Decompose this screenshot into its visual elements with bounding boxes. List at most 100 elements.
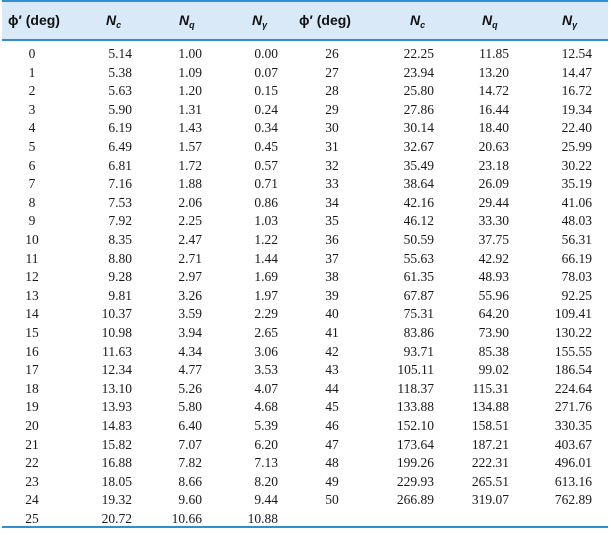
- right-nc-cell: 32.67: [403, 139, 434, 154]
- left-nc-cell: 13.93: [101, 399, 132, 415]
- right-ngamma-cell: 186.54: [554, 362, 592, 378]
- left-nc-cell: 19.32: [101, 492, 132, 508]
- right-nq-cell: 33.30: [478, 213, 509, 229]
- left-nc-cell: 7.53: [108, 194, 132, 210]
- right-phi-cell: 31: [325, 139, 339, 154]
- left-nc-cell: 14.83: [101, 418, 132, 433]
- table-row: 23 18.05 8.66 8.20 49 229.93 265.51 613.16: [2, 473, 608, 492]
- left-nc-cell: 5.38: [108, 64, 132, 80]
- table-row: 21 15.82 7.07 6.20 47 173.64 187.21 403.67: [2, 436, 608, 455]
- left-nq-cell: 1.88: [178, 176, 202, 192]
- right-nc-cell: 67.87: [403, 287, 434, 303]
- right-phi-cell: 38: [325, 269, 339, 285]
- left-ngamma-cell: 0.71: [254, 176, 278, 192]
- right-nc-cell: 266.89: [396, 492, 434, 508]
- table-row: 18 13.10 5.26 4.07 44 118.37 115.31 224.64: [2, 380, 608, 399]
- left-nq-cell: 3.94: [178, 325, 202, 340]
- left-nq-cell: 2.47: [178, 232, 202, 247]
- right-nc-cell: 50.59: [403, 232, 434, 247]
- left-nq-cell: 1.09: [178, 64, 202, 80]
- right-phi-cell: 40: [325, 306, 339, 322]
- left-nc-cell: 11.63: [102, 343, 132, 359]
- right-nq-cell: 158.51: [471, 418, 509, 433]
- table-body: 0 5.14 1.00 0.00 26 22.25 11.85 12.54 1 5.38 1.09 0…: [2, 41, 608, 527]
- right-nq-cell: 13.20: [478, 64, 509, 80]
- left-nq-cell: 4.77: [178, 362, 202, 378]
- left-nq-cell: 5.26: [178, 380, 202, 396]
- left-phi-cell: 7: [28, 176, 36, 192]
- right-phi-cell: 26: [325, 46, 339, 61]
- left-ngamma-cell: 0.15: [254, 83, 278, 99]
- right-nq-cell: 134.88: [471, 399, 509, 415]
- header-phi-right: ϕ′ (deg): [299, 12, 351, 28]
- table-row: 10 8.35 2.47 1.22 36 50.59 37.75 56.31: [2, 231, 608, 250]
- left-nq-cell: 1.72: [178, 157, 202, 173]
- right-nc-cell: 42.16: [403, 194, 434, 210]
- right-nc-cell: 173.64: [396, 436, 434, 452]
- right-phi-cell: 36: [325, 232, 339, 247]
- left-ngamma-cell: 1.22: [254, 232, 278, 247]
- left-ngamma-cell: 0.45: [254, 139, 278, 154]
- left-phi-cell: 17: [25, 362, 39, 378]
- left-nq-cell: 9.60: [178, 492, 202, 508]
- left-nq-cell: 1.00: [178, 46, 202, 61]
- left-nc-cell: 5.63: [108, 83, 132, 99]
- right-ngamma-cell: 496.01: [554, 455, 592, 471]
- left-nq-cell: 7.82: [178, 455, 202, 471]
- right-phi-cell: 30: [325, 120, 339, 136]
- left-phi-cell: 10: [25, 232, 39, 247]
- right-nq-cell: 29.44: [478, 194, 509, 210]
- left-phi-cell: 16: [25, 343, 39, 359]
- table-row: 11 8.80 2.71 1.44 37 55.63 42.92 66.19: [2, 250, 608, 269]
- table-row: 14 10.37 3.59 2.29 40 75.31 64.20 109.41: [2, 305, 608, 324]
- left-nc-cell: 9.81: [108, 287, 132, 303]
- left-nq-cell: 6.40: [178, 418, 202, 433]
- left-ngamma-cell: 0.00: [254, 46, 278, 61]
- left-phi-cell: 8: [28, 194, 36, 210]
- right-phi-cell: 43: [325, 362, 339, 378]
- right-ngamma-cell: 330.35: [554, 418, 592, 433]
- right-ngamma-cell: 762.89: [554, 492, 592, 508]
- left-nq-cell: 10.66: [171, 511, 202, 526]
- right-nq-cell: 16.44: [478, 101, 509, 117]
- left-ngamma-cell: 10.88: [247, 511, 278, 526]
- right-phi-cell: 35: [325, 213, 339, 229]
- right-nc-cell: 199.26: [396, 455, 434, 471]
- header-nc-left: Nc: [106, 12, 122, 30]
- left-phi-cell: 1: [28, 64, 36, 80]
- left-ngamma-cell: 0.86: [254, 194, 278, 210]
- left-nq-cell: 1.57: [178, 139, 202, 154]
- header-ng-left: Nγ: [252, 12, 268, 30]
- right-ngamma-cell: 12.54: [561, 46, 592, 61]
- left-ngamma-cell: 5.39: [254, 418, 278, 433]
- left-phi-cell: 6: [28, 157, 36, 173]
- right-phi-cell: 41: [325, 325, 339, 340]
- table-row: 0 5.14 1.00 0.00 26 22.25 11.85 12.54: [2, 45, 608, 64]
- right-ngamma-cell: 109.41: [554, 306, 592, 322]
- left-nc-cell: 7.92: [108, 213, 132, 229]
- table-row: 13 9.81 3.26 1.97 39 67.87 55.96 92.25: [2, 287, 608, 306]
- right-nq-cell: 265.51: [471, 473, 509, 489]
- left-phi-cell: 25: [25, 511, 39, 526]
- right-nq-cell: 20.63: [478, 139, 509, 154]
- right-phi-cell: 48: [325, 455, 339, 471]
- right-nq-cell: 85.38: [478, 343, 509, 359]
- left-ngamma-cell: 4.68: [254, 399, 278, 415]
- left-nc-cell: 5.14: [108, 46, 132, 61]
- left-ngamma-cell: 3.53: [254, 362, 278, 378]
- right-nc-cell: 23.94: [403, 64, 434, 80]
- right-nc-cell: 25.80: [403, 83, 434, 99]
- right-phi-cell: 29: [325, 101, 339, 117]
- table-row: 7 7.16 1.88 0.71 33 38.64 26.09 35.19: [2, 175, 608, 194]
- right-ngamma-cell: 22.40: [561, 120, 592, 136]
- right-ngamma-cell: 271.76: [554, 399, 592, 415]
- left-nc-cell: 15.82: [101, 436, 132, 452]
- left-nc-cell: 20.72: [101, 511, 132, 526]
- left-ngamma-cell: 8.20: [254, 473, 278, 489]
- right-nq-cell: 11.85: [479, 46, 509, 61]
- right-ngamma-cell: 41.06: [561, 194, 592, 210]
- table-row: 25 20.72 10.66 10.88: [2, 510, 608, 529]
- left-phi-cell: 13: [25, 287, 39, 303]
- left-phi-cell: 20: [25, 418, 39, 433]
- left-ngamma-cell: 6.20: [254, 436, 278, 452]
